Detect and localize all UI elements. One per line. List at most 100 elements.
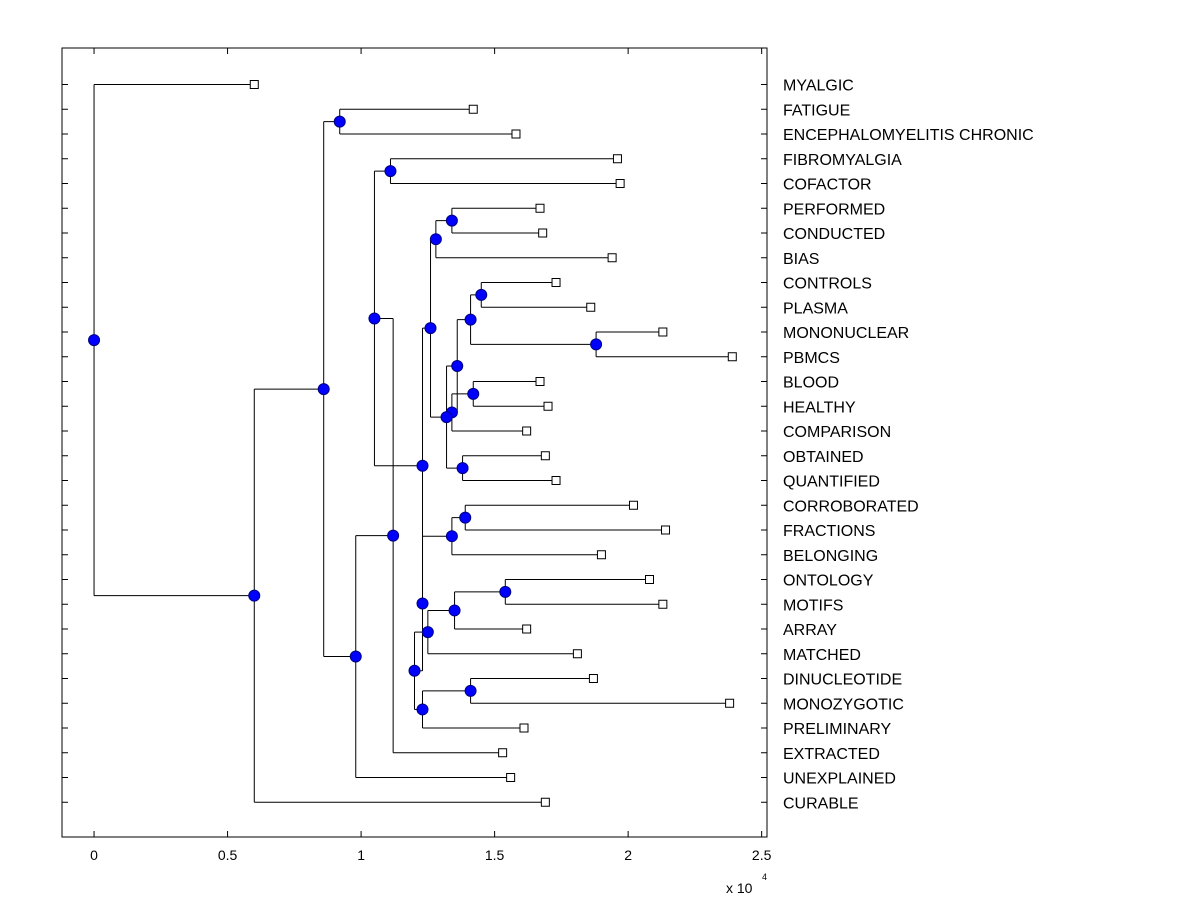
leaf-label: FIBROMYALGIA (783, 152, 902, 169)
leaf-label: OBTAINED (783, 449, 864, 466)
merge-node (421, 626, 434, 639)
leaf-marker (727, 352, 737, 362)
leaf-marker (543, 401, 553, 411)
leaf-label: CONDUCTED (783, 226, 885, 243)
leaf-label: HEALTHY (783, 399, 856, 416)
x-ticks: 0 0.5 1 1.5 2 2.5 (90, 48, 772, 863)
merge-node (475, 288, 488, 301)
merge-node (467, 387, 480, 400)
merge-node (408, 664, 421, 677)
merge-node (424, 322, 437, 335)
leaf-label: ARRAY (783, 622, 837, 639)
leaf-marker (572, 649, 582, 659)
merge-node (88, 334, 101, 347)
leaf-label: BIAS (783, 251, 819, 268)
leaf-marker (596, 550, 606, 560)
leaf-marker (551, 278, 561, 287)
leaf-marker (658, 599, 668, 609)
leaf-label: CURABLE (783, 795, 859, 812)
leaf-marker (551, 476, 561, 485)
leaf-marker (588, 674, 598, 683)
merge-nodes (88, 115, 603, 716)
leaf-label: QUANTIFIED (783, 474, 880, 491)
leaf-marker (535, 377, 545, 386)
leaf-label: EXTRACTED (783, 746, 880, 763)
leaf-label: COMPARISON (783, 424, 891, 441)
leaf-label: UNEXPLAINED (783, 771, 896, 788)
leaf-label: CONTROLS (783, 276, 872, 293)
leaf-label: ONTOLOGY (783, 573, 874, 590)
merge-node (429, 233, 442, 246)
x-multiplier-exponent: 4 (762, 872, 767, 882)
x-tick-label: 0.5 (218, 847, 238, 863)
merge-node (590, 338, 603, 351)
leaf-labels: MYALGIC FATIGUE ENCEPHALOMYELITIS CHRONIC F… (783, 78, 1034, 813)
leaf-label: PLASMA (783, 300, 848, 317)
leaf-marker (725, 698, 735, 708)
leaf-label: MYALGIC (783, 78, 854, 95)
dendrogram-links (93, 84, 733, 803)
leaf-marker (645, 575, 654, 584)
leaf-marker (522, 624, 532, 634)
merge-node (456, 462, 469, 475)
x-tick-label: 2 (624, 847, 632, 863)
leaf-label: CORROBORATED (783, 498, 919, 515)
merge-node (451, 360, 464, 373)
leaf-label: MOTIFS (783, 597, 843, 614)
leaf-marker (540, 451, 550, 461)
leaf-label: FATIGUE (783, 102, 850, 119)
leaf-label: PRELIMINARY (783, 721, 892, 738)
leaf-marker (506, 773, 516, 782)
leaf-marker (658, 327, 668, 337)
x-tick-label: 2.5 (752, 847, 772, 863)
leaf-marker (519, 723, 529, 733)
merge-node (368, 312, 381, 325)
merge-node (459, 511, 472, 524)
leaf-label: FRACTIONS (783, 523, 875, 540)
merge-node (464, 684, 477, 697)
leaf-marker (607, 253, 617, 263)
merge-node (333, 115, 346, 128)
merge-node (349, 650, 362, 663)
merge-node (440, 411, 453, 424)
leaf-marker (661, 525, 671, 535)
leaf-label: MONOZYGOTIC (783, 696, 904, 713)
leaf-label: BELONGING (783, 548, 878, 565)
leaf-label: MONONUCLEAR (783, 325, 909, 342)
y-ticks (62, 84, 767, 803)
merge-node (499, 585, 512, 598)
merge-node (416, 459, 429, 472)
leaf-marker (522, 426, 532, 436)
leaf-marker (249, 80, 259, 89)
leaf-marker (535, 203, 545, 213)
merge-node (464, 313, 477, 326)
merge-node (448, 604, 461, 617)
leaf-label: PBMCS (783, 350, 840, 367)
leaf-label: MATCHED (783, 647, 861, 664)
leaf-marker (498, 748, 508, 758)
merge-node (445, 214, 458, 227)
x-tick-label: 1 (357, 847, 365, 863)
leaf-marker (538, 228, 548, 238)
leaf-marker (612, 154, 622, 164)
merge-node (248, 589, 261, 602)
leaf-label: BLOOD (783, 375, 839, 392)
merge-node (445, 530, 458, 543)
leaf-marker (628, 500, 638, 510)
leaf-marker (511, 129, 521, 139)
plot-frame (61, 47, 768, 838)
x-tick-label: 0 (90, 847, 98, 863)
merge-node (416, 597, 429, 610)
leaf-marker (468, 104, 478, 114)
merge-node (387, 529, 400, 542)
merge-node (317, 383, 330, 396)
leaf-markers (249, 80, 737, 807)
x-tick-label: 1.5 (485, 847, 505, 863)
leaf-marker (540, 797, 550, 807)
x-multiplier-base: x 10 (726, 880, 753, 896)
leaf-marker (586, 302, 596, 312)
leaf-label: ENCEPHALOMYELITIS CHRONIC (783, 127, 1034, 144)
merge-node (416, 703, 429, 716)
leaf-label: DINUCLEOTIDE (783, 672, 902, 689)
